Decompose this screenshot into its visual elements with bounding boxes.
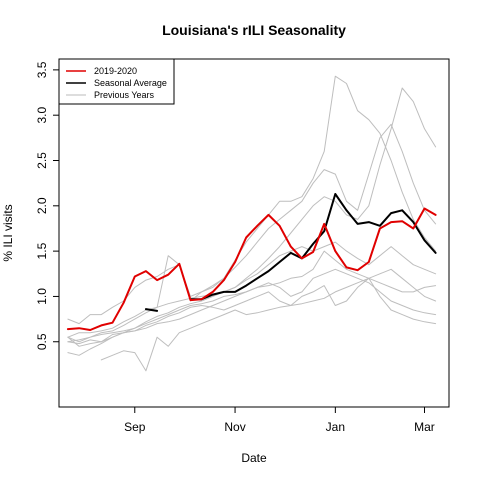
- x-tick-label: Mar: [414, 420, 435, 434]
- legend-entry-label: 2019-2020: [94, 66, 137, 76]
- y-tick-label: 0.5: [35, 333, 49, 350]
- y-axis-label: % ILI visits: [1, 204, 15, 261]
- series-line-average-8-1: [189, 193, 437, 301]
- y-axis: 0.5 1.0 1.5 2.0 2.5 3.0 3.5: [35, 61, 59, 350]
- x-axis: Sep Nov Jan Mar: [124, 407, 435, 434]
- series-line-previous-1: [67, 87, 437, 338]
- y-tick-label: 2.0: [35, 197, 49, 214]
- x-tick-label: Jan: [326, 420, 345, 434]
- series-line-previous-0: [67, 75, 437, 325]
- series-layer: [66, 75, 437, 372]
- x-tick-label: Sep: [124, 420, 146, 434]
- series-line-previous-5: [67, 250, 437, 343]
- series-line-previous-3: [67, 241, 437, 347]
- series-line-average-8-0: [144, 308, 159, 312]
- legend-box: [58, 58, 175, 105]
- x-axis-label: Date: [241, 451, 267, 465]
- y-tick-label: 1.0: [35, 288, 49, 305]
- legend-entry-label: Previous Years: [94, 90, 155, 100]
- legend: 2019-2020 Seasonal Average Previous Years: [58, 58, 175, 105]
- x-tick-label: Nov: [224, 420, 245, 434]
- legend-entry-label: Seasonal Average: [94, 78, 167, 88]
- series-line-previous-6: [67, 277, 437, 356]
- series-line-current-9: [66, 207, 437, 331]
- plot-frame: [58, 58, 450, 408]
- series-line-previous-2: [67, 123, 437, 343]
- y-tick-label: 2.5: [35, 152, 49, 169]
- chart-title: Louisiana's rILI Seasonality: [162, 22, 346, 38]
- series-line-previous-7: [100, 268, 437, 372]
- y-tick-label: 3.0: [35, 107, 49, 124]
- y-tick-label: 1.5: [35, 242, 49, 259]
- y-tick-label: 3.5: [35, 61, 49, 78]
